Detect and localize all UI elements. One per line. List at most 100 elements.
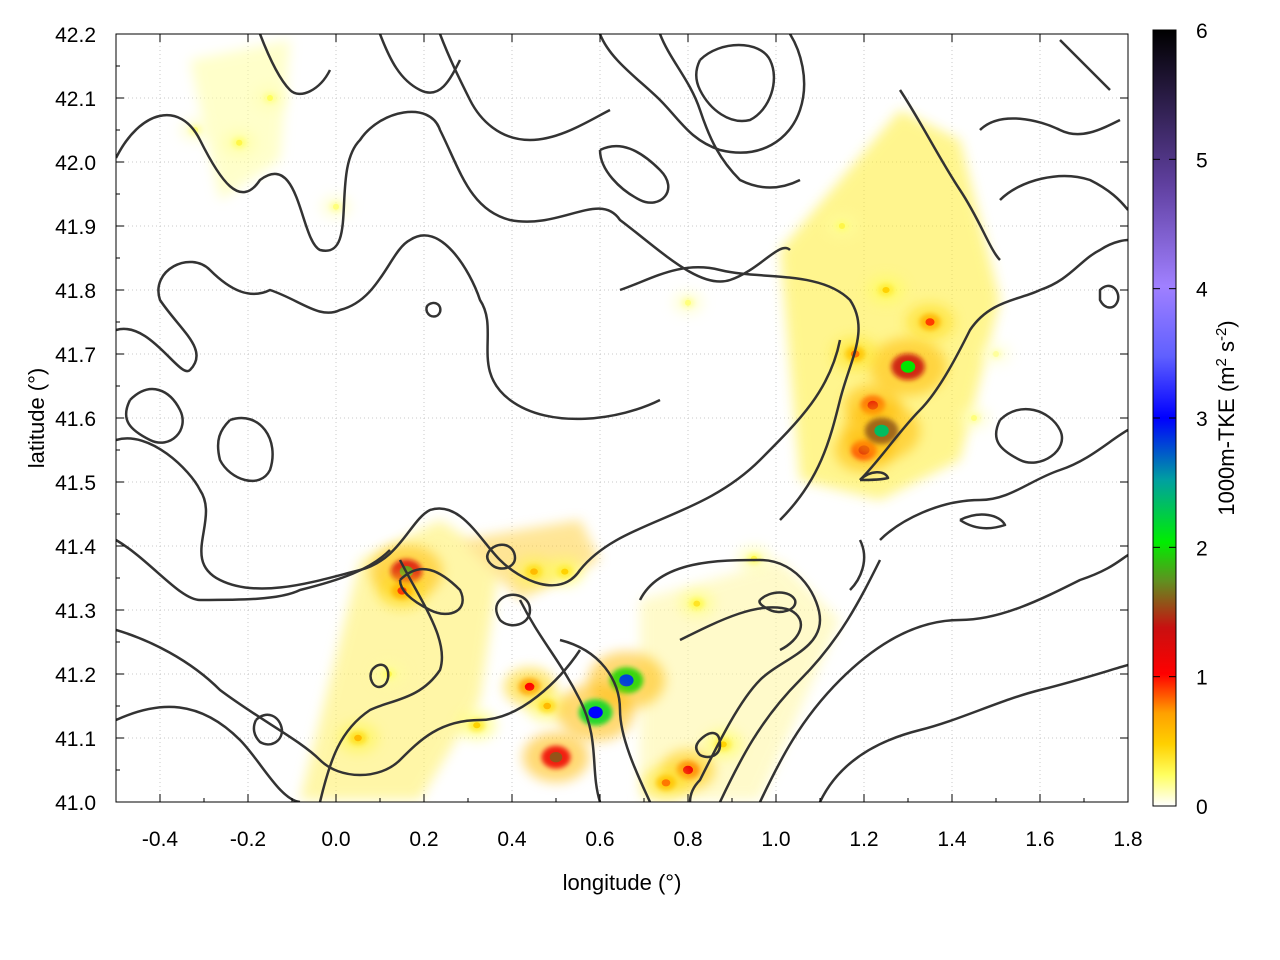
- y-tick-label: 41.0: [55, 792, 96, 815]
- x-tick-label: 0.4: [497, 828, 527, 851]
- x-tick-label: 0.6: [585, 828, 614, 851]
- contour-line: [1098, 284, 1120, 309]
- contour-line: [849, 539, 866, 591]
- y-tick-label: 42.2: [55, 24, 96, 47]
- tke-peak: [619, 674, 634, 687]
- contour-line: [979, 117, 1121, 136]
- y-tick-label: 41.3: [55, 600, 96, 623]
- y-tick-label: 41.9: [55, 216, 96, 239]
- contour-line: [318, 559, 444, 802]
- colorbar-tick-label: 2: [1196, 537, 1208, 560]
- contour-line: [116, 628, 582, 777]
- contour-line: [859, 238, 1128, 481]
- y-tick-label: 42.1: [55, 88, 96, 111]
- contour-line: [116, 110, 791, 283]
- tke-peak: [838, 223, 846, 229]
- tke-peak: [900, 360, 916, 373]
- contour-line: [369, 663, 390, 689]
- tke-peak: [549, 752, 563, 763]
- x-tick-label: 0.8: [673, 828, 702, 851]
- y-tick-label: 41.4: [55, 536, 96, 559]
- contour-line: [758, 591, 797, 614]
- x-tick-label: -0.2: [230, 828, 266, 851]
- y-tick-label: 41.2: [55, 664, 96, 687]
- contour-line: [658, 34, 801, 189]
- contour-line: [116, 538, 391, 602]
- contour-line: [695, 731, 722, 759]
- tke-peak: [971, 415, 977, 421]
- tke-band-south: [640, 560, 840, 800]
- tke-peak: [993, 351, 999, 357]
- colorbar-ticks: 0 1 2 3 4 5 6: [1153, 20, 1208, 819]
- contour-line: [818, 663, 1128, 802]
- y-tick-label: 41.7: [55, 344, 96, 367]
- x-tick-label: 1.8: [1113, 828, 1142, 851]
- contour-line: [758, 553, 1128, 802]
- y-axis-ticks: 41.0 41.1 41.2 41.3 41.4 41.5 41.6 41.7 41.8 41.9…: [55, 24, 1128, 815]
- x-axis-title: longitude (°): [563, 870, 682, 895]
- contour-line: [486, 543, 517, 570]
- tke-peak: [473, 722, 481, 729]
- contour-line: [559, 638, 652, 802]
- x-tick-label: -0.4: [142, 828, 179, 851]
- colorbar-tick-label: 4: [1196, 279, 1208, 302]
- tke-peak: [685, 299, 691, 306]
- colorbar-title-sup2: -2: [1213, 328, 1230, 341]
- contour-line: [216, 416, 274, 482]
- y-tick-label: 41.1: [55, 728, 96, 751]
- colorbar-title-main: 1000m-TKE (m: [1214, 366, 1239, 515]
- colorbar-tick-label: 0: [1196, 796, 1208, 819]
- y-axis-title: latitude (°): [24, 368, 49, 469]
- colorbar-tick-label: 6: [1196, 20, 1208, 43]
- contour-line: [252, 713, 284, 746]
- contour-line: [258, 34, 332, 96]
- tke-peak: [236, 139, 243, 146]
- tke-peak: [682, 765, 694, 775]
- contour-line: [994, 407, 1064, 464]
- contour-line: [398, 568, 464, 616]
- tke-peak: [333, 203, 339, 210]
- terrain-contours: [116, 34, 1128, 802]
- colorbar-title-sup1: 2: [1213, 358, 1230, 366]
- contour-line: [598, 34, 806, 154]
- contour-line: [859, 471, 890, 482]
- tke-peak: [354, 734, 362, 742]
- contour-line: [116, 705, 301, 802]
- contour-line: [116, 339, 842, 590]
- contour-line: [598, 144, 670, 204]
- colorbar-title-mid: s: [1214, 341, 1239, 358]
- tke-peak: [530, 568, 538, 575]
- x-tick-label: 1.2: [849, 828, 878, 851]
- contour-line: [124, 388, 184, 444]
- colorbar-tick-label: 3: [1196, 408, 1208, 431]
- colorbar-title: 1000m-TKE (m2 s-2): [1213, 320, 1239, 515]
- contour-line: [1059, 39, 1111, 91]
- contour-line: [116, 234, 661, 421]
- tke-peak: [882, 287, 890, 293]
- contour-line: [638, 558, 822, 802]
- colorbar-tick-label: 1: [1196, 667, 1208, 690]
- colorbar-tick-label: 5: [1196, 149, 1208, 172]
- x-axis-ticks: -0.4 -0.2 0.0 0.2 0.4 0.6 0.8 1.0 1.2 1.4 1.6 1.8: [115, 34, 1143, 851]
- tke-peak: [661, 779, 671, 787]
- contour-line: [378, 34, 462, 94]
- y-tick-label: 42.0: [55, 152, 96, 175]
- contour-line: [679, 606, 802, 652]
- contour-line: [495, 593, 532, 627]
- contour-line: [518, 599, 602, 802]
- tke-peak: [719, 741, 727, 748]
- tke-band-northwest: [190, 40, 290, 200]
- colorbar: 0 1 2 3 4 5 6 1000m-TKE (m2 s-2): [1152, 20, 1239, 819]
- contour-line: [959, 513, 1007, 530]
- contour-line: [695, 43, 776, 123]
- tke-peak: [925, 318, 935, 326]
- x-tick-label: 0.0: [321, 828, 350, 851]
- x-tick-label: 1.6: [1025, 828, 1054, 851]
- contour-line: [879, 428, 1128, 541]
- x-tick-label: 1.0: [761, 828, 790, 851]
- tke-band-northeast: [780, 110, 1000, 500]
- tke-peak: [874, 424, 889, 437]
- contour-line: [619, 266, 860, 521]
- tke-peak: [588, 706, 603, 719]
